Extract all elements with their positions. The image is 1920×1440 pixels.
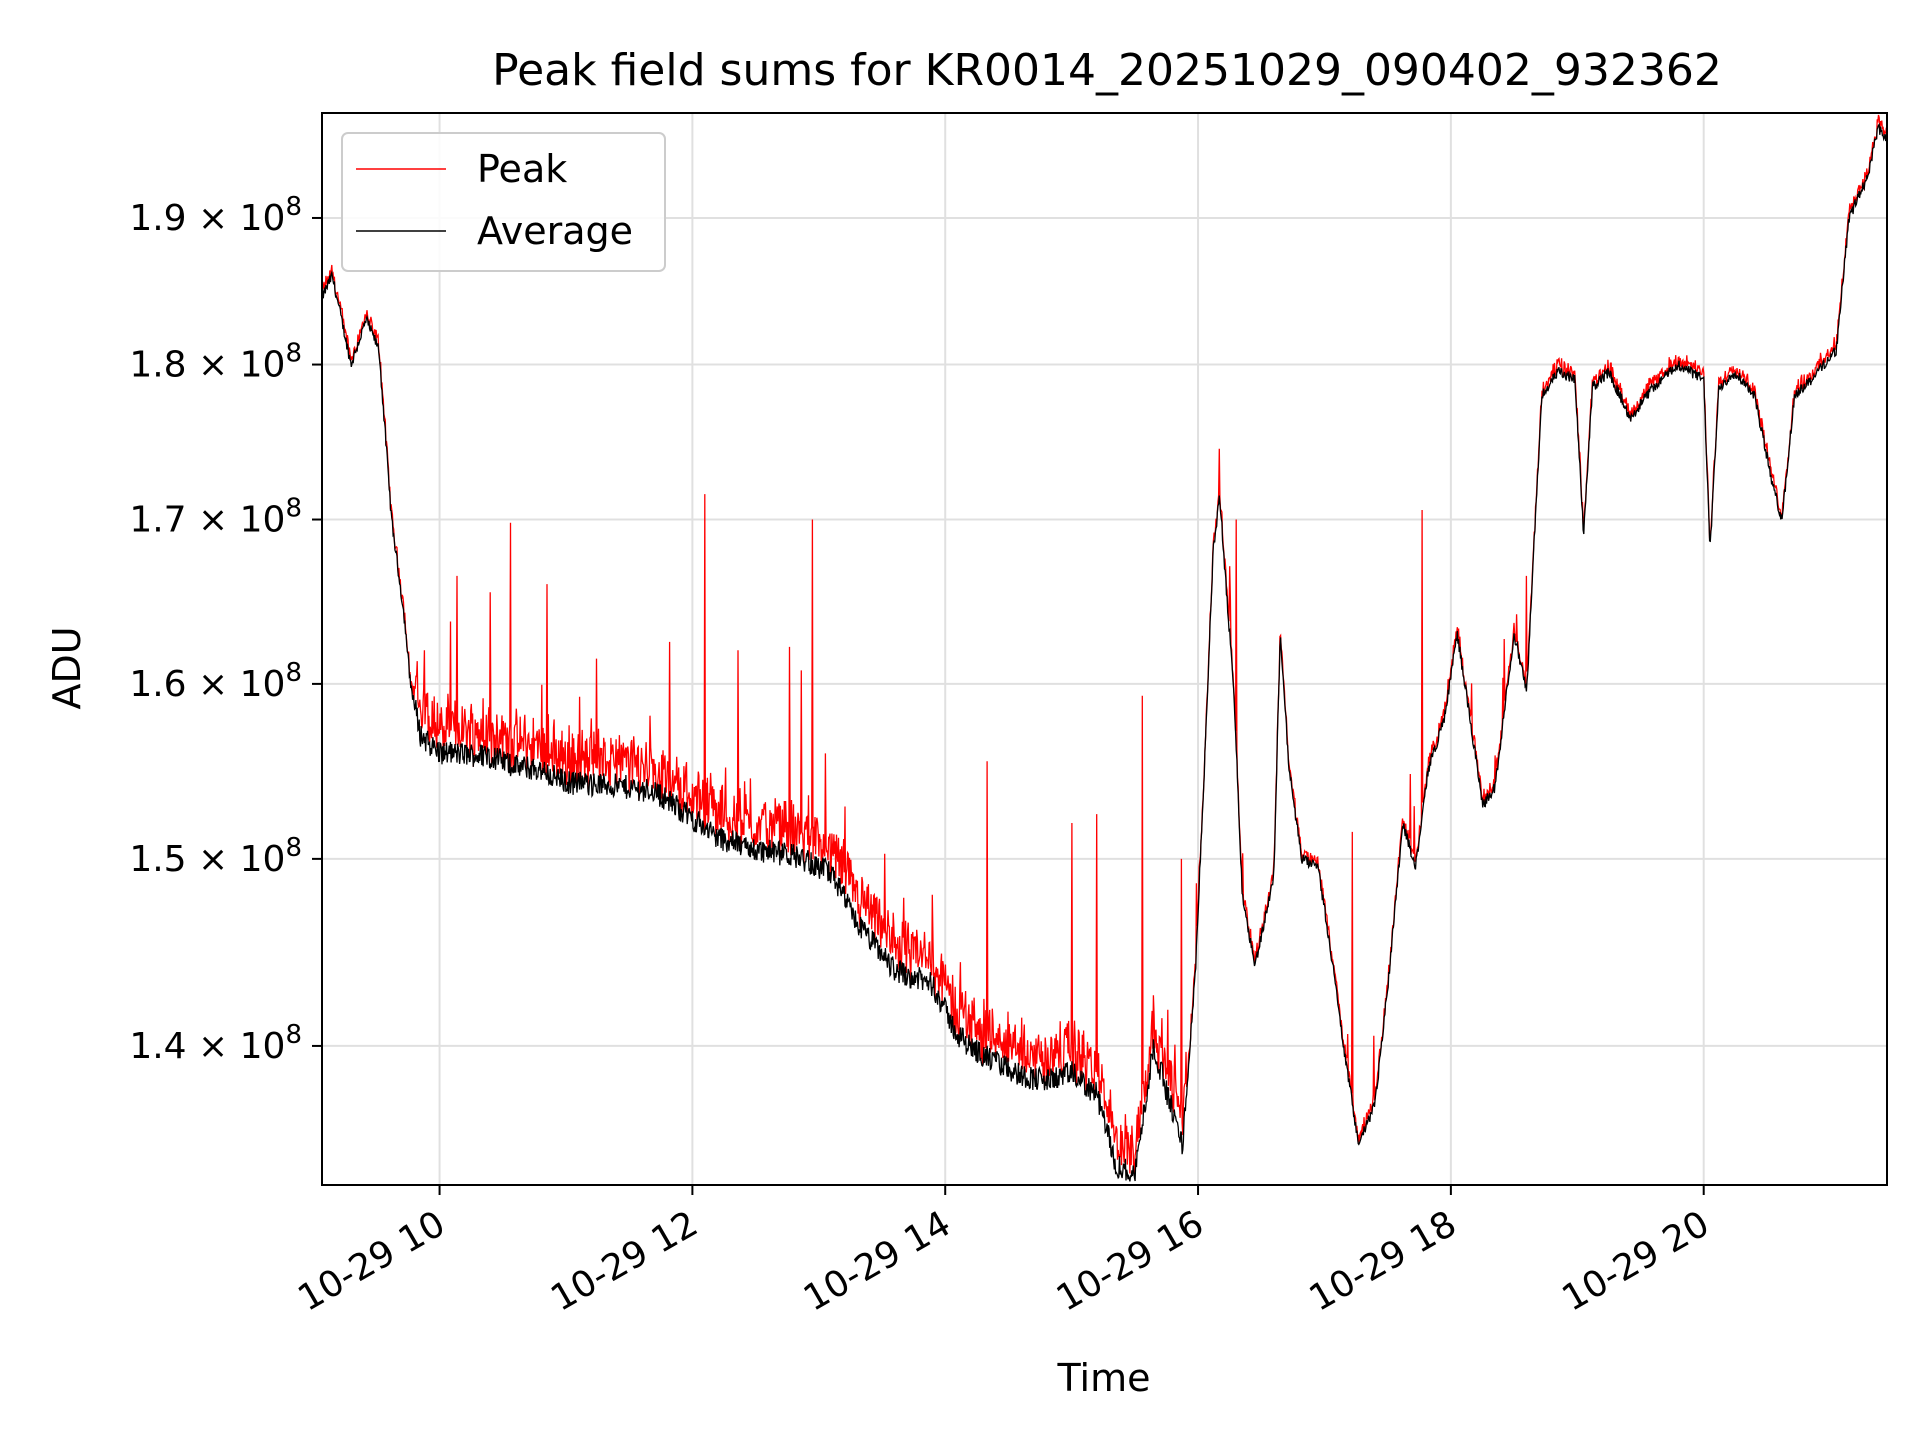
chart-title: Peak field sums for KR0014_20251029_0904… — [492, 45, 1722, 96]
x-tick-label: 10-29 20 — [1556, 1203, 1717, 1319]
plot-frame — [321, 112, 1888, 1186]
peak-series-line — [321, 114, 1888, 1175]
grid — [322, 113, 1887, 1185]
series-layer — [321, 114, 1888, 1182]
x-tick-label: 10-29 10 — [291, 1203, 452, 1319]
legend-peak-label: Peak — [477, 147, 567, 191]
ticks: 10-29 10 10-29 12 10-29 14 10-29 16 10-29 18… — [129, 192, 1716, 1320]
legend-average-label: Average — [477, 209, 633, 253]
y-tick-label: 1.8 × 108 — [129, 339, 302, 386]
y-tick-label: 1.5 × 108 — [129, 833, 302, 880]
y-tick-label: 1.6 × 108 — [129, 658, 302, 705]
legend: Peak Average — [341, 132, 666, 272]
x-tick-label: 10-29 18 — [1303, 1203, 1464, 1319]
y-tick-label: 1.7 × 108 — [129, 494, 302, 541]
x-tick-label: 10-29 14 — [797, 1203, 958, 1319]
average-series-line — [321, 122, 1888, 1182]
y-tick-label: 1.9 × 108 — [129, 192, 302, 239]
y-axis-label: ADU — [45, 626, 89, 709]
x-axis-label: Time — [1057, 1356, 1151, 1400]
y-tick-label: 1.4 × 108 — [129, 1020, 302, 1067]
x-tick-label: 10-29 16 — [1050, 1203, 1211, 1319]
x-tick-label: 10-29 12 — [544, 1203, 705, 1319]
legend-box — [341, 132, 666, 272]
